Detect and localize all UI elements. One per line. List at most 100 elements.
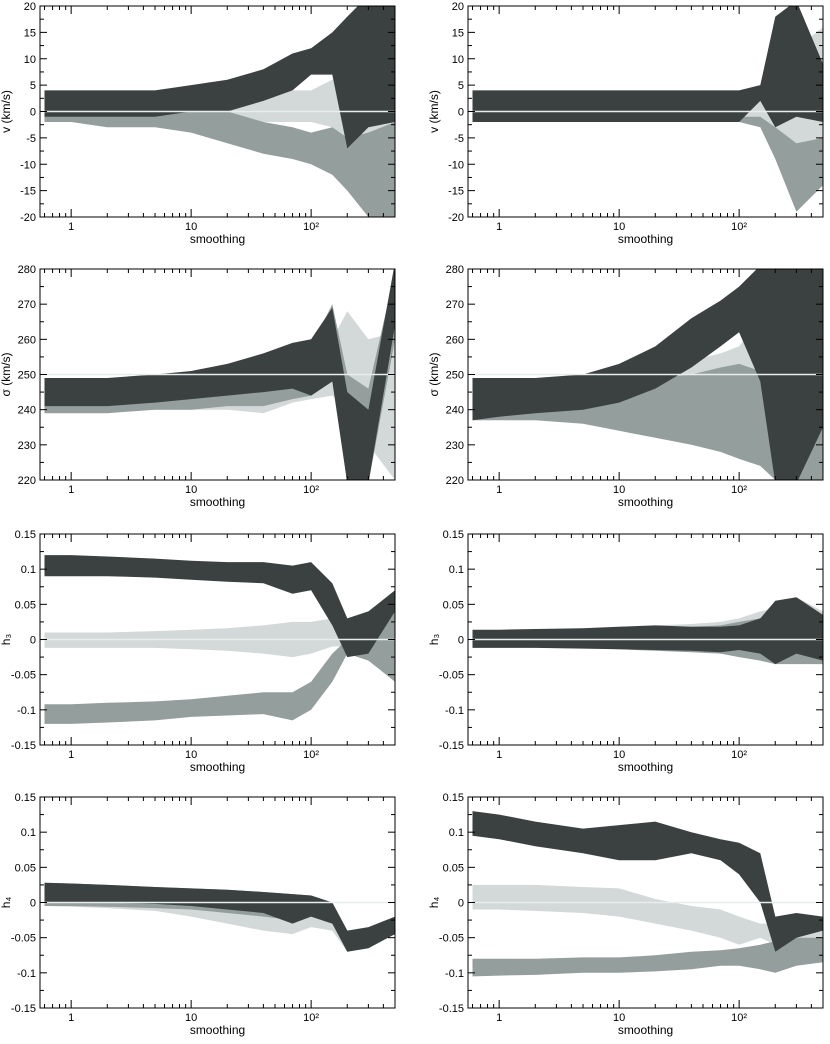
x-tick-label: 10² (731, 749, 747, 761)
x-tick-label: 10² (303, 484, 319, 496)
y-tick-label: -20 (448, 212, 464, 224)
x-tick-label: 10 (185, 221, 197, 233)
band-series-2 (472, 937, 823, 977)
bands (44, 555, 395, 724)
y-tick-label: 0.15 (443, 529, 464, 541)
y-tick-label: -5 (26, 133, 36, 145)
x-axis-label: smoothing (190, 495, 245, 509)
band-series-1 (44, 611, 395, 658)
x-tick-label: 10² (303, 1012, 319, 1024)
y-tick-label: -0.15 (11, 1003, 36, 1015)
band-series-3 (472, 811, 823, 952)
y-tick-label: -0.15 (11, 740, 36, 752)
y-tick-label: -0.1 (445, 705, 464, 717)
x-axis-label: smoothing (618, 760, 673, 774)
y-tick-label: 0 (458, 107, 464, 119)
y-tick-label: 5 (30, 80, 36, 92)
y-tick-label: -0.05 (11, 670, 36, 682)
bands (472, 811, 823, 977)
y-tick-label: 260 (18, 334, 36, 346)
x-tick-label: 10² (303, 749, 319, 761)
x-tick-label: 10² (303, 221, 319, 233)
y-tick-label: -15 (20, 186, 36, 198)
bands (44, 6, 395, 217)
y-tick-label: 240 (446, 405, 464, 417)
y-tick-label: -0.05 (439, 933, 464, 945)
y-tick-label: -0.05 (11, 933, 36, 945)
y-tick-label: 280 (18, 264, 36, 276)
x-tick-label: 10 (613, 221, 625, 233)
y-tick-label: -0.1 (17, 705, 36, 717)
y-tick-label: 0.1 (21, 827, 36, 839)
x-tick-label: 10 (613, 749, 625, 761)
band-series-2 (44, 111, 395, 217)
y-tick-label: -0.05 (439, 670, 464, 682)
y-tick-label: 0.1 (449, 827, 464, 839)
x-axis-label: smoothing (618, 1023, 673, 1037)
panel-4: 220 230 240 250 260 270 280 1 10 10² smoothing σ (k… (427, 264, 824, 509)
x-tick-label: 1 (496, 749, 502, 761)
y-axis-label: v (km/s) (0, 90, 13, 133)
y-tick-label: -5 (454, 133, 464, 145)
y-tick-label: 0.05 (15, 599, 36, 611)
y-tick-label: 220 (18, 475, 36, 487)
y-axis-label: h₄ (427, 897, 441, 909)
y-axis-label: h₄ (0, 897, 13, 909)
y-axis-label: h₃ (0, 634, 13, 646)
y-tick-label: 250 (446, 370, 464, 382)
y-tick-label: 0 (458, 898, 464, 910)
panel-6: -0.15 -0.1 -0.05 0 0.05 0.1 0.15 1 10 10² smoothin… (427, 529, 824, 774)
band-series-1 (472, 884, 823, 945)
panel-1: -20 -15 -10 -5 0 5 10 15 20 1 10 10² smoothing v (km/… (0, 1, 396, 246)
bands (472, 597, 823, 665)
band-series-3 (472, 6, 823, 128)
x-tick-label: 1 (68, 1012, 74, 1024)
x-axis-label: smoothing (618, 232, 673, 246)
y-tick-label: -20 (20, 212, 36, 224)
y-tick-label: -0.15 (439, 1003, 464, 1015)
y-axis-label: σ (km/s) (0, 352, 13, 396)
x-tick-label: 10 (613, 484, 625, 496)
y-tick-label: -15 (448, 186, 464, 198)
band-series-3 (472, 597, 823, 665)
panel-8: -0.15 -0.1 -0.05 0 0.05 0.1 0.15 1 10 10² smoothin… (427, 792, 824, 1037)
x-tick-label: 1 (68, 749, 74, 761)
band-series-3 (44, 6, 395, 149)
y-tick-label: 220 (446, 475, 464, 487)
x-tick-label: 1 (496, 221, 502, 233)
band-series-2 (472, 269, 823, 480)
x-axis-label: smoothing (190, 232, 245, 246)
x-tick-label: 10 (185, 1012, 197, 1024)
y-tick-label: -10 (448, 159, 464, 171)
panel-3: 220 230 240 250 260 270 280 1 10 10² smoothing σ (k… (0, 264, 396, 509)
x-tick-label: 10 (185, 484, 197, 496)
y-tick-label: 280 (446, 264, 464, 276)
panel-5: -0.15 -0.1 -0.05 0 0.05 0.1 0.15 1 10 10² smoothin… (0, 529, 396, 774)
x-tick-label: 10² (731, 484, 747, 496)
x-axis-label: smoothing (190, 760, 245, 774)
x-axis-label: smoothing (618, 495, 673, 509)
y-tick-label: 230 (18, 440, 36, 452)
x-tick-label: 10 (185, 749, 197, 761)
y-tick-label: 15 (452, 27, 464, 39)
y-tick-label: -0.1 (17, 968, 36, 980)
x-tick-label: 10 (613, 1012, 625, 1024)
x-axis-label: smoothing (190, 1023, 245, 1037)
y-tick-label: 0.15 (15, 792, 36, 804)
y-tick-label: 20 (452, 1, 464, 13)
bands (472, 6, 823, 212)
y-tick-label: 0.05 (443, 599, 464, 611)
y-tick-label: 0.05 (443, 862, 464, 874)
y-tick-label: 0.05 (15, 862, 36, 874)
y-tick-label: 230 (446, 440, 464, 452)
y-tick-label: 0.1 (449, 564, 464, 576)
y-tick-label: 10 (452, 54, 464, 66)
panel-7: -0.15 -0.1 -0.05 0 0.05 0.1 0.15 1 10 10² smoothin… (0, 792, 396, 1037)
panel-2: -20 -15 -10 -5 0 5 10 15 20 1 10 10² smoothing v (km/… (427, 1, 824, 246)
y-tick-label: 0.15 (443, 792, 464, 804)
y-tick-label: 10 (24, 54, 36, 66)
y-axis-label: σ (km/s) (427, 352, 441, 396)
y-tick-label: -10 (20, 159, 36, 171)
band-series-3 (44, 882, 395, 952)
